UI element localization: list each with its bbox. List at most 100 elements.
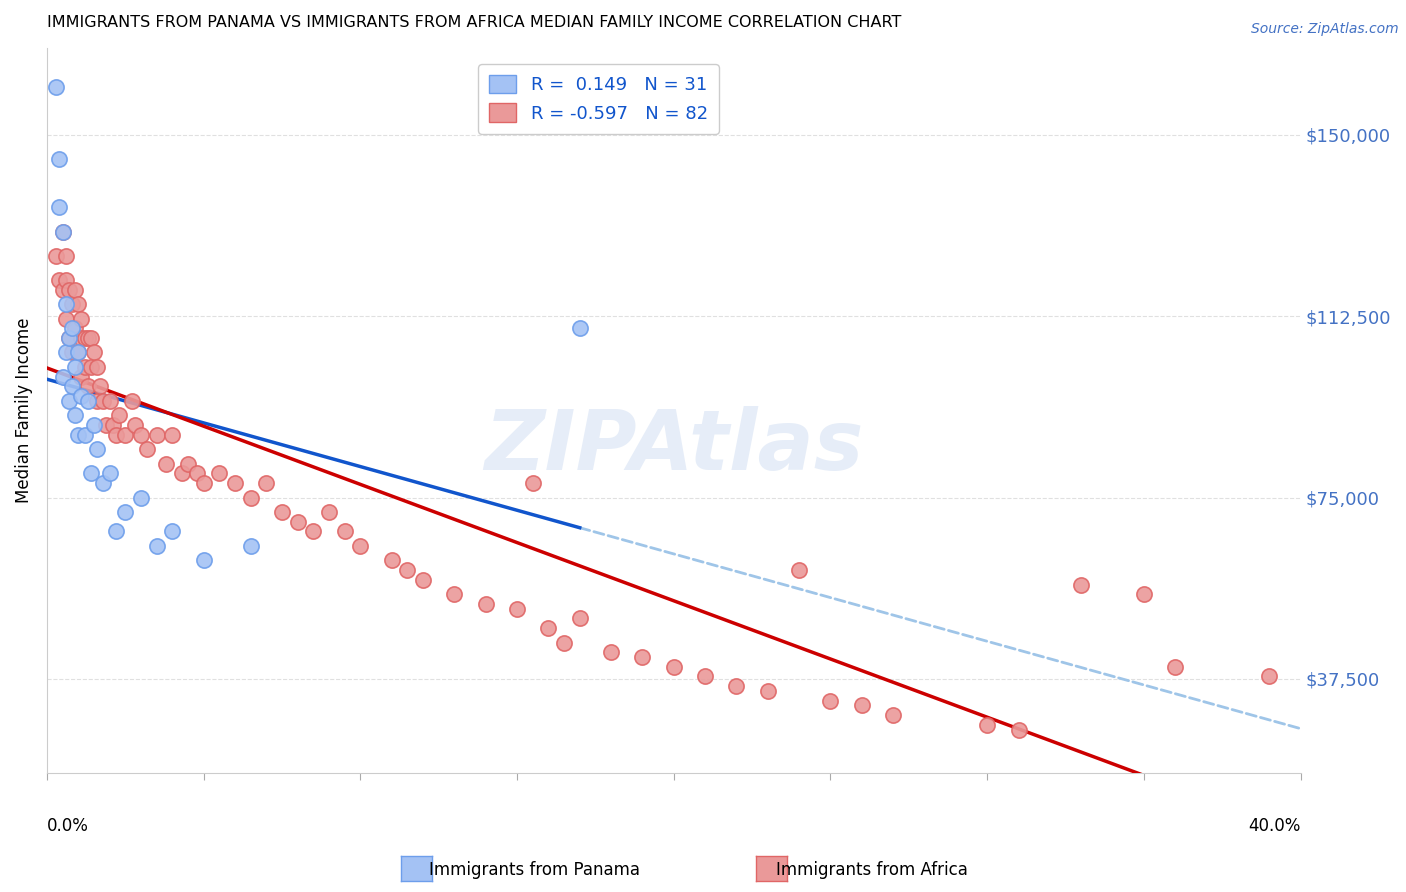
- Point: [553, 635, 575, 649]
- Point: [568, 321, 591, 335]
- Point: [851, 698, 873, 713]
- Point: [73, 359, 96, 374]
- Point: [506, 601, 529, 615]
- Point: [349, 539, 371, 553]
- Text: 0.0%: 0.0%: [46, 817, 89, 835]
- Point: [67, 345, 90, 359]
- Point: [55, 273, 77, 287]
- Point: [302, 524, 325, 539]
- Point: [104, 427, 127, 442]
- Point: [104, 524, 127, 539]
- Point: [96, 417, 118, 432]
- Point: [193, 476, 215, 491]
- Point: [1070, 577, 1092, 591]
- Point: [568, 611, 591, 625]
- Point: [70, 331, 93, 345]
- Y-axis label: Median Family Income: Median Family Income: [15, 318, 32, 503]
- Point: [67, 297, 90, 311]
- Point: [101, 417, 124, 432]
- Point: [1258, 669, 1281, 683]
- Point: [70, 369, 93, 384]
- Point: [271, 505, 294, 519]
- Point: [193, 553, 215, 567]
- Point: [73, 331, 96, 345]
- Text: IMMIGRANTS FROM PANAMA VS IMMIGRANTS FROM AFRICA MEDIAN FAMILY INCOME CORRELATIO: IMMIGRANTS FROM PANAMA VS IMMIGRANTS FRO…: [46, 15, 901, 30]
- Text: Immigrants from Africa: Immigrants from Africa: [776, 861, 967, 879]
- Text: ZIPAtlas: ZIPAtlas: [484, 406, 863, 487]
- Point: [83, 345, 105, 359]
- Point: [129, 491, 152, 505]
- Point: [45, 79, 67, 94]
- Point: [155, 457, 177, 471]
- Point: [1007, 723, 1029, 737]
- Point: [98, 467, 121, 481]
- Point: [396, 563, 419, 577]
- Point: [91, 393, 114, 408]
- Point: [756, 684, 779, 698]
- Point: [145, 539, 167, 553]
- Point: [145, 427, 167, 442]
- Point: [73, 427, 96, 442]
- Point: [76, 393, 98, 408]
- Point: [80, 359, 103, 374]
- Point: [208, 467, 231, 481]
- Point: [976, 718, 998, 732]
- Point: [114, 505, 136, 519]
- Point: [58, 331, 80, 345]
- Point: [108, 409, 131, 423]
- Point: [51, 283, 73, 297]
- Point: [287, 515, 309, 529]
- Point: [162, 427, 184, 442]
- Point: [86, 442, 108, 457]
- Point: [820, 693, 842, 707]
- Point: [522, 476, 544, 491]
- Point: [70, 311, 93, 326]
- Point: [239, 539, 262, 553]
- Point: [162, 524, 184, 539]
- Point: [67, 427, 90, 442]
- Point: [51, 369, 73, 384]
- Point: [121, 393, 143, 408]
- Point: [186, 467, 208, 481]
- Point: [48, 201, 70, 215]
- Point: [76, 379, 98, 393]
- Point: [239, 491, 262, 505]
- Point: [882, 708, 904, 723]
- Point: [63, 283, 86, 297]
- Point: [254, 476, 277, 491]
- Point: [80, 467, 103, 481]
- Point: [600, 645, 623, 659]
- Point: [474, 597, 496, 611]
- Point: [412, 573, 434, 587]
- Point: [662, 660, 685, 674]
- Point: [55, 345, 77, 359]
- Point: [318, 505, 340, 519]
- Point: [60, 297, 83, 311]
- Text: 40.0%: 40.0%: [1249, 817, 1301, 835]
- Point: [63, 321, 86, 335]
- Point: [70, 389, 93, 403]
- Point: [80, 331, 103, 345]
- Text: Source: ZipAtlas.com: Source: ZipAtlas.com: [1251, 22, 1399, 37]
- Point: [129, 427, 152, 442]
- Point: [693, 669, 716, 683]
- Point: [124, 417, 146, 432]
- Point: [333, 524, 356, 539]
- Point: [48, 273, 70, 287]
- Point: [177, 457, 200, 471]
- Point: [86, 393, 108, 408]
- Point: [63, 409, 86, 423]
- Point: [381, 553, 404, 567]
- Point: [83, 417, 105, 432]
- Point: [787, 563, 810, 577]
- Point: [63, 359, 86, 374]
- Point: [48, 152, 70, 166]
- Point: [76, 331, 98, 345]
- Point: [631, 650, 654, 665]
- Point: [60, 321, 83, 335]
- Point: [725, 679, 748, 693]
- Point: [45, 249, 67, 263]
- Point: [1164, 660, 1187, 674]
- Point: [86, 359, 108, 374]
- Point: [114, 427, 136, 442]
